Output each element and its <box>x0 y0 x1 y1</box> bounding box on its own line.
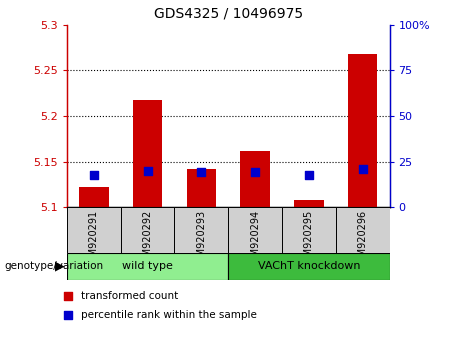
Point <box>64 313 71 318</box>
Point <box>90 172 97 178</box>
Title: GDS4325 / 10496975: GDS4325 / 10496975 <box>154 7 303 21</box>
Text: GSM920293: GSM920293 <box>196 210 207 269</box>
Text: GSM920295: GSM920295 <box>304 210 314 269</box>
Bar <box>348 54 378 207</box>
Text: VAChT knockdown: VAChT knockdown <box>258 261 360 272</box>
Point <box>144 168 151 173</box>
Bar <box>294 200 324 207</box>
Text: GSM920296: GSM920296 <box>358 210 368 269</box>
Point <box>305 172 313 178</box>
Text: transformed count: transformed count <box>81 291 178 301</box>
Point <box>359 166 366 172</box>
Bar <box>133 99 162 207</box>
Point <box>198 170 205 175</box>
Bar <box>174 207 228 253</box>
Bar <box>228 253 390 280</box>
Point <box>64 293 71 299</box>
Bar <box>79 187 108 207</box>
Bar <box>121 207 174 253</box>
Text: GSM920291: GSM920291 <box>89 210 99 269</box>
Text: percentile rank within the sample: percentile rank within the sample <box>81 310 257 320</box>
Text: wild type: wild type <box>122 261 173 272</box>
Bar <box>67 253 228 280</box>
Text: GSM920294: GSM920294 <box>250 210 260 269</box>
Point <box>251 170 259 175</box>
Text: ▶: ▶ <box>55 260 65 273</box>
Bar <box>67 207 121 253</box>
Bar <box>282 207 336 253</box>
Text: GSM920292: GSM920292 <box>142 210 153 269</box>
Bar <box>336 207 390 253</box>
Bar <box>187 169 216 207</box>
Bar <box>228 207 282 253</box>
Text: genotype/variation: genotype/variation <box>5 261 104 272</box>
Bar <box>240 150 270 207</box>
